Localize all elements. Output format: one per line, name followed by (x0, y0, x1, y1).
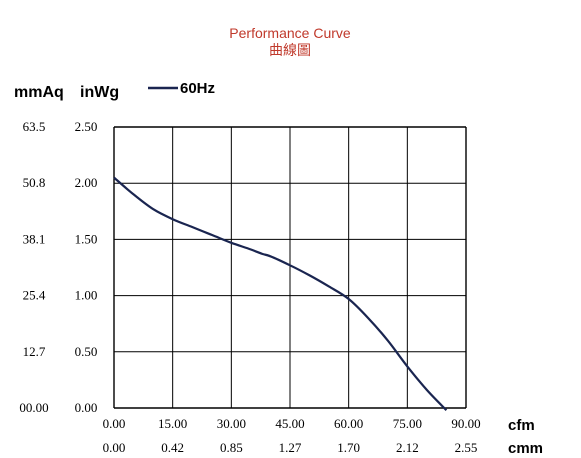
y-tick-label-mmaq: 50.8 (23, 175, 46, 190)
y-tick-label-mmaq: 38.1 (23, 231, 46, 246)
x-tick-label-cmm: 0.42 (161, 440, 184, 455)
x-tick-label-cfm: 75.00 (393, 416, 422, 431)
y-tick-label-inwg: 2.50 (75, 119, 98, 134)
x-tick-label-cfm: 15.00 (158, 416, 187, 431)
y-tick-label-inwg: 0.00 (75, 400, 98, 415)
legend-label-60hz: 60Hz (180, 80, 215, 97)
y-tick-label-inwg: 1.50 (75, 231, 98, 246)
y-unit-inwg: inWg (80, 84, 119, 101)
x-unit-cfm: cfm (508, 417, 535, 434)
x-tick-label-cfm: 30.00 (217, 416, 246, 431)
x-ticks: 0.00 0.00 15.00 0.42 30.00 0.85 45.00 1.27 60.00… (103, 416, 481, 455)
x-unit-cmm: cmm (508, 440, 543, 457)
y-tick-label-mmaq: 00.00 (19, 400, 48, 415)
x-tick-label-cfm: 0.00 (103, 416, 126, 431)
series (113, 176, 448, 411)
x-tick-label-cfm: 60.00 (334, 416, 363, 431)
y-tick-label-mmaq: 12.7 (23, 344, 46, 359)
x-tick-label-cmm: 1.27 (279, 440, 302, 455)
x-tick-label-cmm: 0.85 (220, 440, 243, 455)
chart-subtitle: 曲線圖 (269, 42, 311, 58)
y-tick-label-mmaq: 25.4 (23, 288, 46, 303)
x-tick-label-cmm: 1.70 (337, 440, 360, 455)
x-tick-label-cmm: 0.00 (103, 440, 126, 455)
y-tick-label-mmaq: 63.5 (23, 119, 46, 134)
y-tick-label-inwg: 2.00 (75, 175, 98, 190)
grid (113, 126, 467, 409)
x-tick-label-cmm: 2.55 (455, 440, 478, 455)
x-tick-label-cfm: 90.00 (451, 416, 480, 431)
series-line-60hz (113, 176, 448, 411)
y-tick-label-inwg: 1.00 (75, 288, 98, 303)
x-tick-label-cmm: 2.12 (396, 440, 419, 455)
y-tick-label-inwg: 0.50 (75, 344, 98, 359)
y-ticks: 00.00 0.00 12.7 0.50 25.4 1.00 38.1 1.50 50.8 2.0… (19, 119, 97, 415)
chart-title: Performance Curve (229, 25, 351, 41)
x-tick-label-cfm: 45.00 (275, 416, 304, 431)
y-unit-mmaq: mmAq (14, 84, 64, 101)
